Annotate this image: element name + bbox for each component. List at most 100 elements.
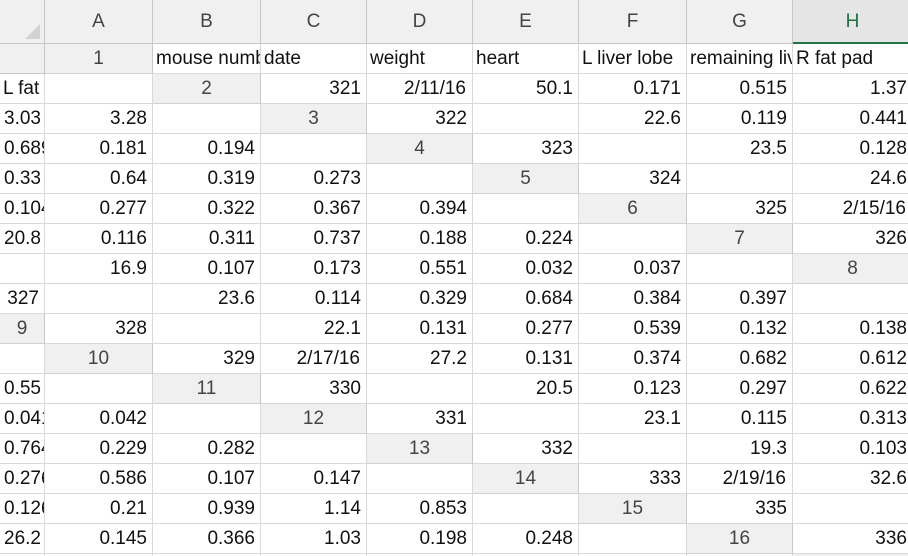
data-cell[interactable]: 0.329	[367, 284, 473, 314]
data-cell[interactable]: 0.21	[45, 494, 153, 524]
header-cell[interactable]: R fat pad	[793, 44, 908, 74]
data-cell[interactable]: 0.384	[579, 284, 687, 314]
data-cell[interactable]: 0.248	[473, 524, 579, 554]
row-header[interactable]: 8	[793, 254, 908, 284]
data-cell[interactable]: 0.229	[45, 434, 153, 464]
data-cell[interactable]: 0.107	[153, 464, 261, 494]
data-cell[interactable]: 331	[367, 404, 473, 434]
data-cell[interactable]: 22.6	[579, 104, 687, 134]
column-header[interactable]: C	[261, 0, 367, 44]
data-cell[interactable]: 0.276	[0, 464, 45, 494]
data-cell[interactable]	[367, 374, 473, 404]
data-cell[interactable]: 0.119	[687, 104, 793, 134]
data-cell[interactable]: 20.5	[473, 374, 579, 404]
data-cell[interactable]: 0.123	[579, 374, 687, 404]
data-cell[interactable]	[367, 164, 473, 194]
data-cell[interactable]: 0.367	[261, 194, 367, 224]
data-cell[interactable]: 20.2	[45, 554, 153, 556]
row-header[interactable]: 5	[473, 164, 579, 194]
data-cell[interactable]: 0.042	[45, 404, 153, 434]
data-cell[interactable]: 0.311	[153, 224, 261, 254]
data-cell[interactable]: 327	[0, 284, 45, 314]
data-cell[interactable]: 0.684	[473, 284, 579, 314]
data-cell[interactable]: 324	[579, 164, 687, 194]
data-cell[interactable]: 0.066	[473, 554, 579, 556]
data-cell[interactable]: 0.689	[0, 134, 45, 164]
header-cell[interactable]: L liver lobe	[579, 44, 687, 74]
data-cell[interactable]: 0.682	[687, 344, 793, 374]
data-cell[interactable]: 2/19/16	[687, 464, 793, 494]
data-cell[interactable]: 32.6	[793, 464, 908, 494]
data-cell[interactable]: 3.03	[0, 104, 45, 134]
data-cell[interactable]: 0.313	[793, 404, 908, 434]
header-cell[interactable]: L fat pad	[0, 74, 45, 104]
column-header[interactable]: E	[473, 0, 579, 44]
data-cell[interactable]: 0.539	[579, 314, 687, 344]
data-cell[interactable]	[153, 314, 261, 344]
data-cell[interactable]: 0.198	[367, 524, 473, 554]
select-all-corner[interactable]	[0, 0, 45, 44]
data-cell[interactable]: 326	[793, 224, 908, 254]
data-cell[interactable]: 332	[473, 434, 579, 464]
data-cell[interactable]: 23.5	[687, 134, 793, 164]
data-cell[interactable]	[793, 494, 908, 524]
row-header[interactable]: 7	[687, 224, 793, 254]
data-cell[interactable]: 321	[261, 74, 367, 104]
data-cell[interactable]	[579, 524, 687, 554]
column-header[interactable]: F	[579, 0, 687, 44]
column-header[interactable]: G	[687, 0, 793, 44]
data-cell[interactable]	[0, 344, 45, 374]
data-cell[interactable]	[687, 164, 793, 194]
data-cell[interactable]: 16.9	[45, 254, 153, 284]
data-cell[interactable]: 0.037	[579, 254, 687, 284]
data-cell[interactable]: 0.394	[367, 194, 473, 224]
data-cell[interactable]: 2/11/16	[367, 74, 473, 104]
data-cell[interactable]: 0.132	[687, 314, 793, 344]
data-cell[interactable]: 0.319	[153, 164, 261, 194]
data-cell[interactable]	[0, 254, 45, 284]
row-header[interactable]: 4	[367, 134, 473, 164]
data-cell[interactable]: 0.55	[0, 374, 45, 404]
data-cell[interactable]: 2/15/16	[793, 194, 908, 224]
row-header[interactable]: 3	[261, 104, 367, 134]
header-cell[interactable]: remaining liver	[687, 44, 793, 74]
header-cell[interactable]	[45, 74, 153, 104]
column-header[interactable]: B	[153, 0, 261, 44]
data-cell[interactable]: 322	[367, 104, 473, 134]
data-cell[interactable]	[473, 104, 579, 134]
row-header[interactable]: 14	[473, 464, 579, 494]
data-cell[interactable]: 0.551	[367, 254, 473, 284]
row-header[interactable]: 2	[153, 74, 261, 104]
row-header[interactable]: 13	[367, 434, 473, 464]
data-cell[interactable]: 0.322	[153, 194, 261, 224]
header-cell[interactable]: weight	[367, 44, 473, 74]
data-cell[interactable]: 0.173	[261, 254, 367, 284]
data-cell[interactable]	[579, 134, 687, 164]
data-cell[interactable]	[579, 434, 687, 464]
data-cell[interactable]: 0.737	[261, 224, 367, 254]
data-cell[interactable]	[579, 224, 687, 254]
data-cell[interactable]: 0.032	[473, 254, 579, 284]
row-header[interactable]: 17	[793, 554, 908, 556]
data-cell[interactable]: 330	[261, 374, 367, 404]
data-cell[interactable]: 0.224	[473, 224, 579, 254]
data-cell[interactable]	[153, 104, 261, 134]
data-cell[interactable]	[793, 284, 908, 314]
data-cell[interactable]: 0.282	[153, 434, 261, 464]
data-cell[interactable]	[45, 284, 153, 314]
data-cell[interactable]: 1.14	[261, 494, 367, 524]
data-cell[interactable]: 0.692	[367, 554, 473, 556]
data-cell[interactable]: 1.03	[261, 524, 367, 554]
data-cell[interactable]: 0.297	[687, 374, 793, 404]
data-cell[interactable]: 0.115	[687, 404, 793, 434]
data-cell[interactable]: 0.107	[153, 254, 261, 284]
data-cell[interactable]	[473, 404, 579, 434]
data-cell[interactable]: 335	[687, 494, 793, 524]
data-cell[interactable]: 27.2	[367, 344, 473, 374]
data-cell[interactable]: 26.2	[0, 524, 45, 554]
data-cell[interactable]: 0.366	[153, 524, 261, 554]
data-cell[interactable]: 19.3	[687, 434, 793, 464]
data-cell[interactable]	[261, 434, 367, 464]
data-cell[interactable]: 0.104	[0, 194, 45, 224]
row-header[interactable]: 9	[0, 314, 45, 344]
